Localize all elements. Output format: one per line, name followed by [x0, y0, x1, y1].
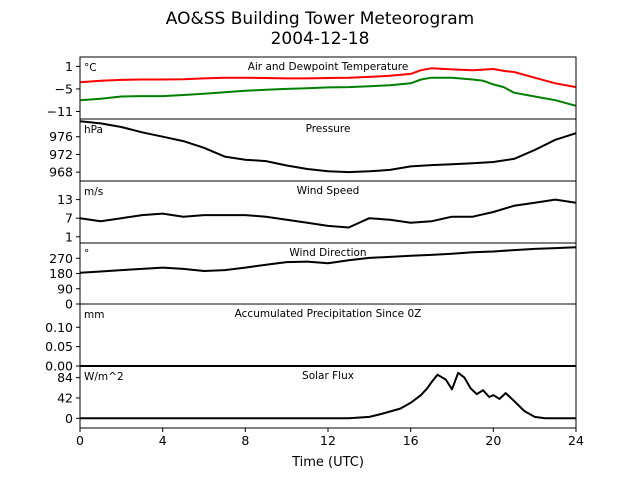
wind_speed-unit-label: m/s: [84, 186, 103, 198]
temp-series-line-1: [79, 76, 577, 107]
temp-panel-title: Air and Dewpoint Temperature: [248, 61, 409, 73]
temp-y-tick-label: −5: [55, 81, 73, 96]
solar-unit-label: W/m^2: [84, 371, 124, 383]
pressure-series-line-0: [79, 120, 577, 174]
precip-y-tick-label: 0.00: [45, 359, 73, 374]
temp-y-tick-label: −11: [47, 104, 73, 119]
pressure-unit-label: hPa: [84, 124, 103, 136]
pressure-y-tick-label: 968: [49, 165, 73, 180]
precip-y-tick-label: 0.10: [45, 320, 73, 335]
temp-y-tick-label: 1: [65, 59, 73, 74]
wind_dir-y-tick-label: 180: [49, 266, 73, 281]
solar-y-tick-label: 42: [57, 390, 73, 405]
wind_dir-unit-label: °: [84, 248, 89, 260]
panel-pressure: 976 972 968 Pressure hPa: [49, 118, 577, 182]
wind_dir-series-line-0: [79, 246, 577, 274]
x-tick-label: 24: [568, 433, 584, 448]
x-tick-label: 16: [403, 433, 419, 448]
precip-y-tick-label: 0.05: [45, 339, 73, 354]
pressure-panel-title: Pressure: [306, 123, 351, 135]
solar-panel-title: Solar Flux: [302, 370, 354, 382]
wind_dir-y-tick-label: 0: [65, 297, 73, 312]
figure-title-line1: AO&SS Building Tower Meteorogram: [166, 9, 474, 29]
precip-panel-title: Accumulated Precipitation Since 0Z: [235, 308, 422, 320]
x-axis: 0 4 8 12 16 20 24: [76, 428, 584, 448]
solar-y-tick-label: 0: [65, 411, 73, 426]
wind_dir-panel-title: Wind Direction: [289, 247, 366, 259]
wind_speed-y-tick-label: 13: [57, 192, 73, 207]
wind_speed-y-tick-label: 7: [65, 211, 73, 226]
wind_dir-y-tick-label: 90: [57, 281, 73, 296]
panel-wind_speed: 13 7 1 Wind Speed m/s: [57, 180, 577, 244]
solar-y-tick-label: 84: [57, 370, 73, 385]
panel-precip: 0.10 0.05 0.00 Accumulated Precipitation Si…: [45, 303, 577, 374]
panel-solar: 84 42 0 Solar Flux W/m^2: [57, 365, 577, 429]
x-tick-label: 8: [241, 433, 249, 448]
wind_speed-y-tick-label: 1: [65, 229, 73, 244]
pressure-y-tick-label: 976: [49, 129, 73, 144]
x-tick-label: 20: [485, 433, 501, 448]
x-tick-label: 12: [320, 433, 336, 448]
precip-unit-label: mm: [84, 309, 104, 321]
figure-title-line2: 2004-12-18: [271, 29, 370, 49]
panel-temp: 1 −5 −11 Air and Dewpoint Temperature °C: [47, 56, 577, 120]
temp-unit-label: °C: [84, 62, 97, 74]
wind_speed-series-line-0: [79, 198, 577, 229]
x-axis-label: Time (UTC): [291, 455, 364, 470]
x-tick-label: 0: [76, 433, 84, 448]
wind_speed-panel-title: Wind Speed: [297, 185, 360, 197]
wind_dir-y-tick-label: 270: [49, 251, 73, 266]
solar-series-line-0: [80, 371, 576, 420]
temp-series-line-0: [79, 67, 577, 89]
x-tick-label: 4: [159, 433, 167, 448]
pressure-y-tick-label: 972: [49, 147, 73, 162]
